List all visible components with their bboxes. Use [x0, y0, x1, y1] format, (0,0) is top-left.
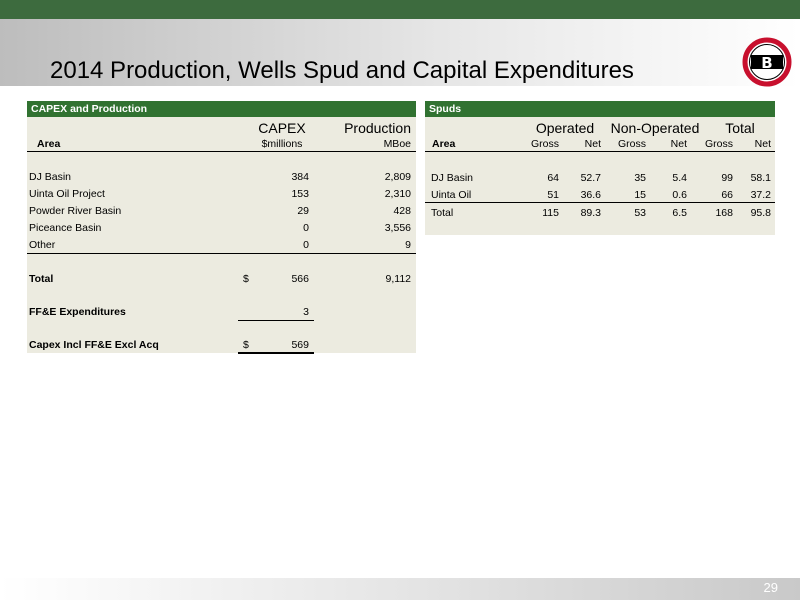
spuds-row-op-net: 52.7 [580, 172, 601, 184]
capex-row-capex: 0 [303, 239, 309, 251]
capex-total-label: Total [29, 273, 54, 285]
ffe-label: FF&E Expenditures [29, 306, 126, 318]
capex-header-unit: $millions [261, 138, 303, 150]
capex-row-production: 9 [405, 239, 411, 251]
spuds-row-area: Uinta Oil [431, 189, 472, 201]
capex-incl-value: 569 [291, 339, 309, 351]
spuds-total-op-net: 89.3 [580, 207, 601, 219]
ffe-underline [238, 320, 314, 321]
capex-total-currency: $ [243, 273, 249, 285]
page-number: 29 [763, 580, 778, 595]
capex-row-area: DJ Basin [29, 171, 72, 183]
capex-row-capex: 29 [297, 205, 309, 217]
capex-row-production: 3,556 [384, 222, 411, 234]
spuds-row-nonop-gross: 35 [634, 172, 646, 184]
top-accent-bar [0, 0, 800, 19]
capex-production-table: CAPEX and Production CAPEX Production Ar… [27, 101, 416, 354]
title-band [0, 19, 800, 86]
capex-row-capex: 384 [291, 171, 309, 183]
non-operated-net-header: Net [670, 138, 687, 150]
spuds-row-total-net: 58.1 [750, 172, 771, 184]
capex-row-production: 428 [393, 205, 411, 217]
capex-body-rule [27, 253, 416, 254]
capex-row-production: 2,310 [384, 188, 411, 200]
page-title: 2014 Production, Wells Spud and Capital … [50, 57, 634, 84]
company-logo: B [742, 37, 792, 87]
spuds-row-op-net: 36.6 [580, 189, 601, 201]
capex-row-capex: 153 [291, 188, 309, 200]
spuds-total-op-gross: 115 [542, 207, 559, 219]
total-net-header: Net [754, 138, 771, 150]
capex-incl-double-underline [238, 352, 314, 354]
spuds-row-area: DJ Basin [431, 172, 474, 184]
operated-gross-header: Gross [530, 138, 559, 150]
capex-row-area: Uinta Oil Project [29, 188, 105, 200]
spuds-table: Spuds Operated Non-Operated Total Area G… [425, 101, 775, 235]
production-column-title: Production [344, 120, 411, 136]
spuds-header-rule [425, 151, 775, 152]
capex-total-value: 566 [291, 273, 309, 285]
ffe-value: 3 [303, 306, 309, 318]
spuds-row-op-gross: 51 [547, 189, 559, 201]
capex-header-area: Area [37, 138, 61, 150]
capex-incl-label: Capex Incl FF&E Excl Acq [29, 339, 159, 351]
capex-column-title: CAPEX [258, 120, 306, 136]
spuds-header-area: Area [432, 138, 456, 150]
capex-row-area: Piceance Basin [29, 222, 102, 234]
operated-group-title: Operated [535, 120, 595, 136]
spuds-row-total-gross: 99 [721, 172, 733, 184]
production-total-value: 9,112 [385, 273, 412, 285]
spuds-row-total-net: 37.2 [750, 189, 771, 201]
footer-bar [0, 578, 800, 600]
spuds-row-op-gross: 64 [547, 172, 559, 184]
capex-incl-currency: $ [243, 339, 249, 351]
total-gross-header: Gross [704, 138, 733, 150]
logo-letter: B [761, 54, 772, 72]
capex-row-production: 2,809 [384, 171, 411, 183]
capex-table-heading: CAPEX and Production [27, 101, 416, 117]
production-header-unit: MBoe [383, 138, 411, 150]
spuds-total-nonop-gross: 53 [634, 207, 646, 219]
capex-header-rule [27, 151, 416, 152]
non-operated-gross-header: Gross [617, 138, 646, 150]
spuds-row-total-gross: 66 [721, 189, 733, 201]
spuds-body-rule [425, 202, 775, 203]
capex-row-capex: 0 [303, 222, 309, 234]
operated-net-header: Net [584, 138, 601, 150]
spuds-row-nonop-gross: 15 [634, 189, 646, 201]
spuds-total-nonop-net: 6.5 [672, 207, 687, 219]
total-group-title: Total [725, 120, 755, 136]
capex-row-area: Powder River Basin [29, 205, 122, 217]
spuds-table-heading: Spuds [425, 101, 775, 117]
capex-row-area: Other [29, 239, 56, 251]
spuds-row-nonop-net: 0.6 [672, 189, 687, 201]
non-operated-group-title: Non-Operated [610, 120, 700, 136]
spuds-total-total-net: 95.8 [750, 207, 771, 219]
spuds-row-nonop-net: 5.4 [672, 172, 687, 184]
spuds-total-area: Total [431, 207, 454, 219]
spuds-total-total-gross: 168 [715, 207, 733, 219]
